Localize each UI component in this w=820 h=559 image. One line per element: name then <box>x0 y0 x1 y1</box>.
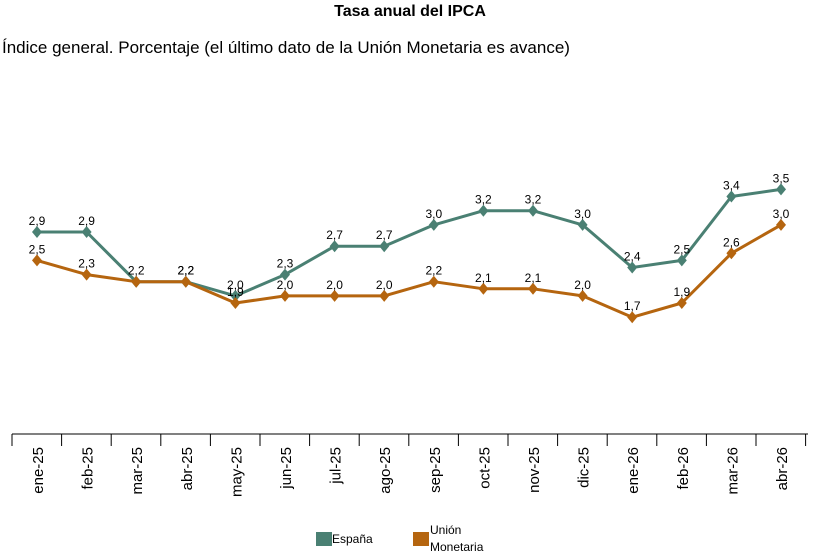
x-tick-label: jun-25 <box>278 447 295 490</box>
data-point-1 <box>379 289 390 302</box>
data-point-0 <box>32 226 42 238</box>
data-point-1 <box>478 282 489 295</box>
data-point-0 <box>81 226 92 238</box>
data-label-1: 1,9 <box>673 285 690 299</box>
x-tick-label: feb-26 <box>675 447 692 490</box>
x-tick-label: ago-25 <box>377 447 394 494</box>
data-point-0 <box>230 289 241 302</box>
data-label-0: 2,4 <box>624 250 641 264</box>
data-label-1: 2,2 <box>177 264 194 278</box>
x-tick-label: abr-25 <box>179 447 196 490</box>
chart-subtitle: Índice general. Porcentaje (el último da… <box>2 38 570 57</box>
data-label-0: 2,9 <box>29 214 46 228</box>
data-point-1 <box>81 268 92 281</box>
data-label-1: 2,1 <box>525 271 542 285</box>
data-label-0: 2,7 <box>326 228 343 242</box>
data-point-0 <box>627 261 638 274</box>
data-point-1 <box>776 218 786 231</box>
data-point-0 <box>280 268 290 281</box>
data-label-1: 2,0 <box>326 278 343 292</box>
x-tick-label: ene-26 <box>625 447 642 494</box>
data-point-1 <box>32 254 42 267</box>
data-point-1 <box>627 311 638 324</box>
data-label-0: 2,9 <box>78 214 95 228</box>
x-tick-label: sep-25 <box>427 447 444 493</box>
data-point-0 <box>478 204 489 217</box>
data-label-0: 2,0 <box>227 278 244 292</box>
data-point-0 <box>776 183 786 196</box>
x-tick-label: mar-25 <box>129 447 146 495</box>
data-point-1 <box>230 297 241 309</box>
data-label-1: 2,0 <box>574 278 591 292</box>
data-label-0: 3,2 <box>525 193 542 207</box>
data-label-1: 2,3 <box>78 257 95 271</box>
data-label-0: 3,2 <box>475 193 492 207</box>
data-point-1 <box>577 289 588 302</box>
data-point-1 <box>726 247 737 260</box>
data-point-1 <box>676 297 687 309</box>
data-point-1 <box>528 282 538 295</box>
chart-title: Tasa anual del IPCA <box>334 3 486 20</box>
data-point-0 <box>329 240 340 253</box>
data-label-0: 3,5 <box>773 171 790 185</box>
data-label-1: 2,5 <box>29 242 46 256</box>
legend-label-espana: España <box>332 532 373 546</box>
data-point-0 <box>577 218 588 231</box>
data-label-0: 2,3 <box>277 257 294 271</box>
data-point-1 <box>329 289 340 302</box>
series-line-1 <box>36 223 782 319</box>
data-label-1: 2,6 <box>723 235 740 249</box>
series-line-0 <box>37 187 782 298</box>
data-point-1 <box>180 275 191 288</box>
data-label-1: 2,0 <box>277 278 294 292</box>
data-label-1: 2,0 <box>376 278 393 292</box>
data-label-1: 3,0 <box>773 207 790 221</box>
line-chart: ene-25 feb-25 mar-25 abr-25 may-25 jun-25 jul-… <box>11 171 808 497</box>
data-label-0: 2,2 <box>128 264 145 278</box>
legend-swatch-union-monetaria <box>413 532 429 546</box>
data-point-0 <box>528 204 538 217</box>
data-point-0 <box>726 190 737 203</box>
data-label-0: 2,5 <box>673 242 690 256</box>
data-label-1: 1,7 <box>624 299 641 313</box>
data-label-1: 1,9 <box>227 285 244 299</box>
x-tick-label: jul-25 <box>328 447 345 485</box>
data-label-0: 2,7 <box>376 228 393 242</box>
data-point-0 <box>379 240 390 253</box>
data-point-0 <box>676 254 687 267</box>
data-label-1: 2,1 <box>475 271 492 285</box>
x-tick-label: feb-25 <box>80 447 97 490</box>
data-point-0 <box>428 218 439 231</box>
x-tick-label: ene-25 <box>30 447 47 494</box>
data-point-1 <box>280 289 290 302</box>
x-tick-label: may-25 <box>228 447 245 497</box>
data-label-0: 3,4 <box>723 179 740 193</box>
data-point-1 <box>428 275 439 288</box>
x-tick-label: dic-25 <box>576 447 593 488</box>
data-label-1: 2,2 <box>425 264 442 278</box>
legend-label-union-monetaria: Unión Monetaria <box>430 523 484 554</box>
legend-swatch-espana <box>316 532 332 546</box>
data-label-0: 3,0 <box>425 207 442 221</box>
data-label-0: 3,0 <box>574 207 591 221</box>
data-point-1 <box>131 275 142 288</box>
data-label-0: 2,2 <box>177 264 194 278</box>
x-tick-label: abr-26 <box>774 447 791 490</box>
x-tick-label: oct-25 <box>476 447 493 489</box>
x-tick-label: mar-26 <box>724 447 741 495</box>
x-tick-label: nov-25 <box>526 447 543 493</box>
